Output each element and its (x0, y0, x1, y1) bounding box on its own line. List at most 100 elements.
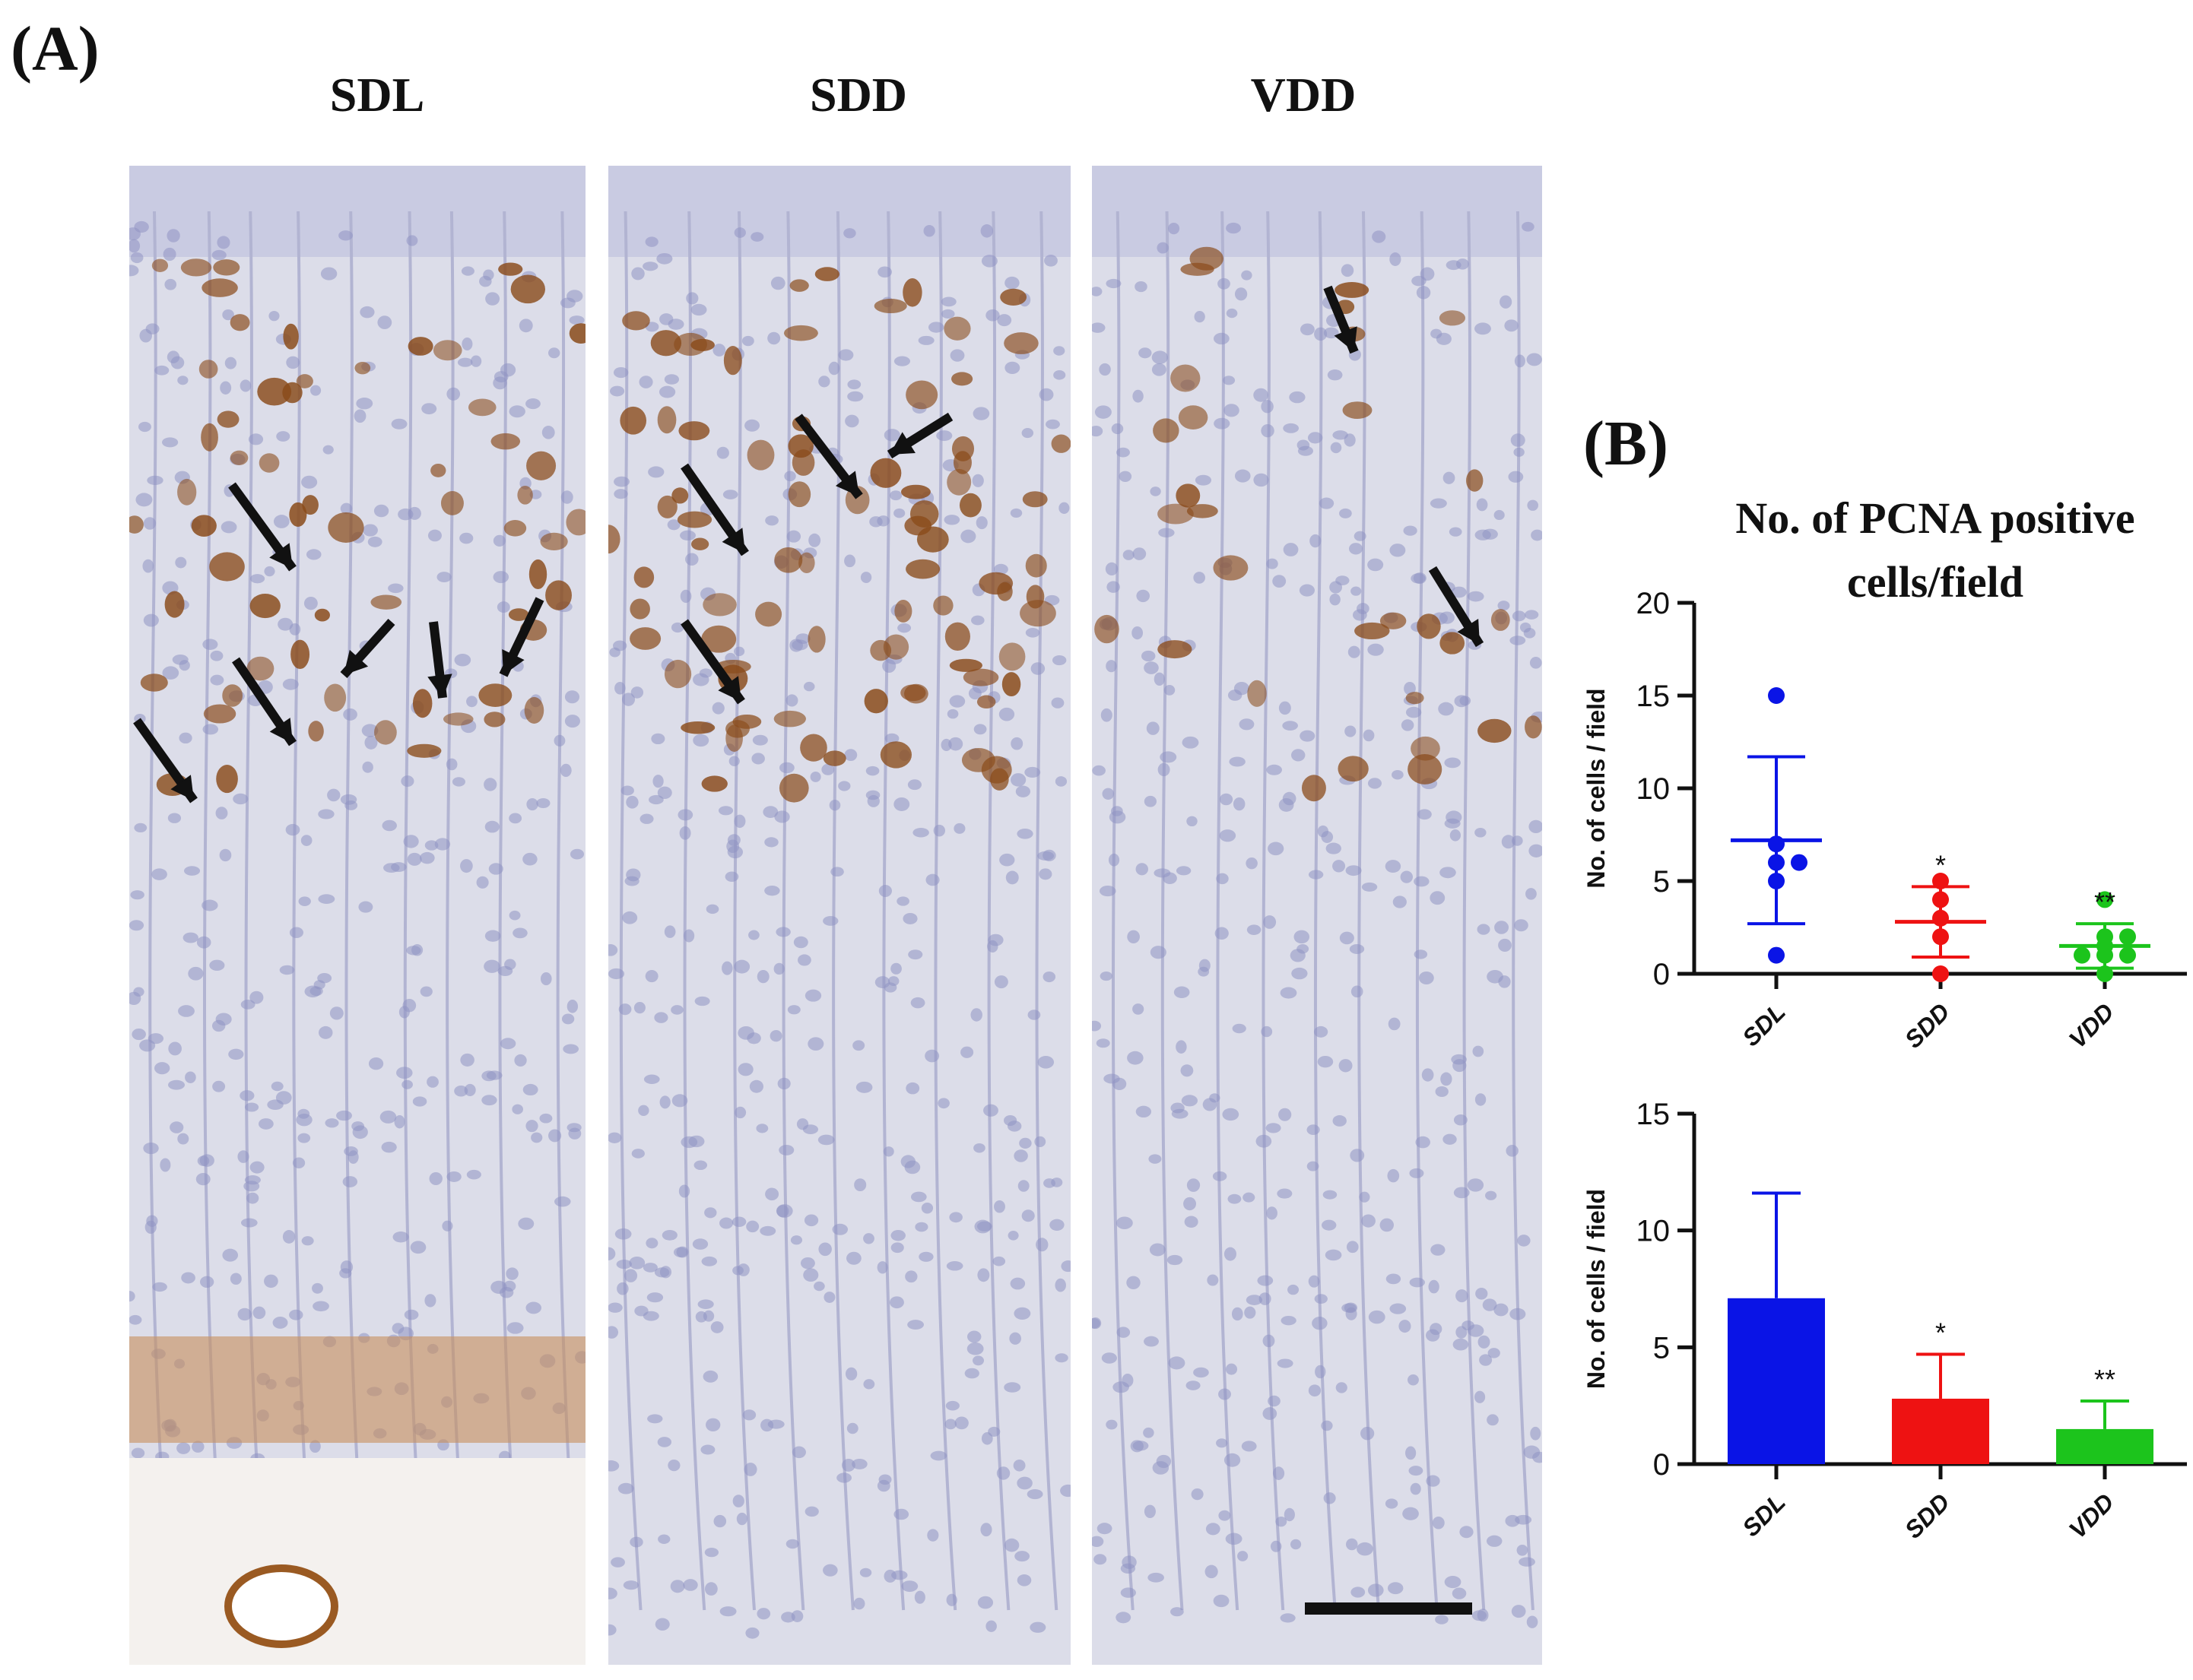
nucleus (1214, 927, 1229, 940)
nucleus (734, 227, 746, 238)
nucleus (264, 1274, 278, 1289)
nucleus (941, 296, 957, 307)
nucleus (154, 1062, 170, 1075)
nucleus (1330, 442, 1342, 454)
nucleus (645, 969, 659, 983)
nucleus (1508, 471, 1524, 483)
pcna-positive-cell (789, 279, 809, 292)
nucleus (420, 986, 433, 997)
pcna-positive-cell (1354, 622, 1390, 640)
nucleus (790, 1235, 803, 1245)
nucleus (1239, 718, 1255, 731)
nucleus (143, 1142, 159, 1155)
nucleus (560, 490, 573, 504)
pcna-positive-cell (671, 487, 689, 504)
nucleus (185, 1071, 196, 1083)
nucleus (930, 1450, 947, 1461)
nucleus (966, 1330, 982, 1343)
nucleus (726, 839, 740, 853)
nucleus (1510, 433, 1525, 447)
nucleus (624, 876, 639, 886)
nucleus (878, 884, 892, 897)
nucleus (1368, 1310, 1385, 1324)
scatter-x-tick-label: SDD (1899, 997, 1955, 1053)
nucleus (941, 309, 955, 319)
nucleus (1136, 589, 1150, 603)
nucleus (1093, 1554, 1107, 1565)
nucleus (657, 1437, 671, 1447)
nucleus (368, 1057, 384, 1070)
gland-boundary (1160, 211, 1184, 1611)
nucleus (1150, 487, 1161, 496)
nucleus (686, 292, 699, 305)
scale-bar (1305, 1602, 1472, 1615)
pcna-positive-cell (526, 451, 557, 480)
nucleus (608, 1247, 616, 1260)
nucleus (1037, 851, 1055, 861)
nucleus (1141, 650, 1156, 662)
nucleus (237, 1308, 252, 1321)
pcna-positive-cell (947, 468, 972, 496)
nucleus (1346, 1241, 1359, 1254)
nucleus (725, 871, 739, 883)
nucleus (1323, 1492, 1336, 1504)
nucleus (1149, 1243, 1166, 1257)
nucleus (143, 613, 159, 627)
nucleus (329, 1006, 344, 1020)
nucleus (1392, 769, 1404, 780)
nucleus (706, 1418, 721, 1432)
nucleus (688, 1135, 705, 1148)
nucleus (506, 1267, 519, 1280)
nucleus (1132, 547, 1147, 560)
nucleus (983, 1104, 998, 1117)
nucleus (1030, 1621, 1046, 1633)
arrowhead (344, 649, 369, 675)
nucleus (1257, 1275, 1274, 1286)
nucleus (327, 788, 341, 802)
pcna-positive-cell (953, 451, 972, 474)
gland-boundary (882, 211, 906, 1611)
pcna-positive-cell (1301, 775, 1326, 802)
nucleus (407, 852, 422, 866)
nucleus (161, 437, 179, 448)
nucleus (1402, 1507, 1419, 1520)
nucleus (1435, 1615, 1449, 1625)
nucleus (846, 1422, 858, 1434)
nucleus (1231, 1307, 1243, 1321)
nucleus (446, 758, 458, 771)
gland-boundary (1216, 211, 1239, 1611)
pcna-positive-cell (903, 278, 922, 307)
nucleus (221, 521, 237, 534)
nucleus (1108, 853, 1120, 867)
nucleus (129, 920, 144, 931)
nucleus (540, 972, 552, 986)
nucleus (1046, 419, 1060, 430)
nucleus (722, 490, 738, 499)
nucleus (765, 1187, 779, 1201)
nucleus (1512, 835, 1523, 846)
nucleus (1387, 1168, 1400, 1183)
nucleus (506, 1322, 524, 1334)
nucleus (954, 1416, 969, 1430)
nucleus (233, 793, 249, 805)
pcna-positive-cell (747, 439, 775, 471)
nucleus (1092, 765, 1106, 776)
nucleus (985, 309, 1000, 322)
nucleus (901, 1580, 919, 1593)
nucleus (249, 574, 265, 584)
pcna-positive-cell (1342, 401, 1373, 419)
nucleus (838, 781, 851, 791)
nucleus (129, 265, 139, 277)
nucleus (383, 863, 400, 873)
pcna-positive-cell (324, 683, 347, 712)
nucleus (703, 1370, 719, 1383)
nucleus (1226, 222, 1241, 234)
nucleus (522, 852, 538, 866)
nucleus (547, 347, 560, 359)
pcna-positive-cell (433, 340, 462, 361)
nucleus (889, 490, 903, 501)
nucleus (1036, 1238, 1049, 1252)
pcna-positive-cell (894, 599, 912, 623)
pcna-positive-cell (657, 495, 678, 518)
nucleus (531, 1132, 543, 1143)
